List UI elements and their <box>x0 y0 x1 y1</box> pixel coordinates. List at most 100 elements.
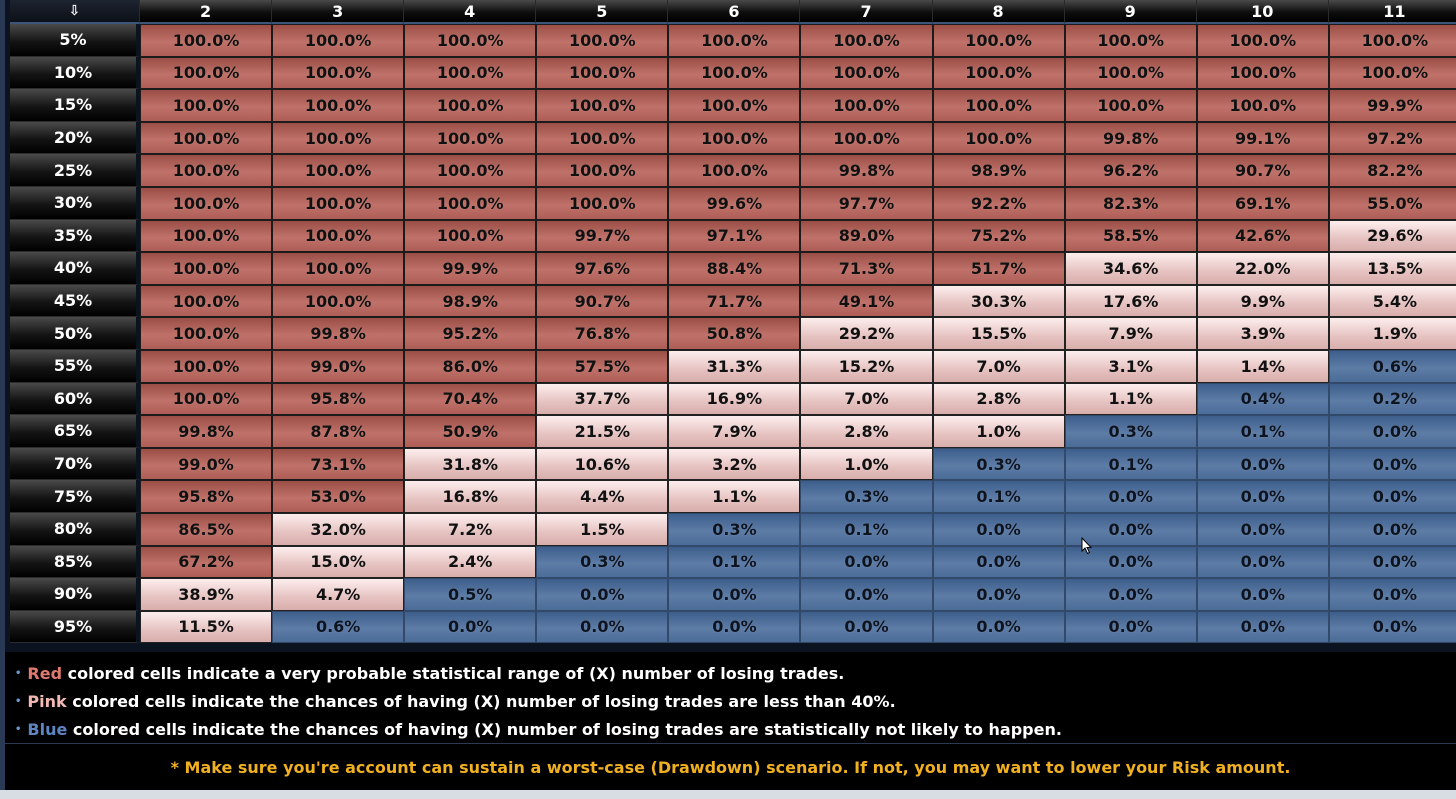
probability-cell: 100.0% <box>272 186 405 220</box>
probability-cell: 2.4% <box>404 545 537 579</box>
probability-cell: 0.0% <box>536 610 669 644</box>
probability-cell: 13.5% <box>1328 252 1456 285</box>
probability-cell: 100.0% <box>1328 24 1456 57</box>
probability-cell: 100.0% <box>1328 56 1456 90</box>
probability-cell: 99.9% <box>404 252 537 285</box>
probability-cell: 97.2% <box>1328 121 1456 155</box>
probability-cell: 16.9% <box>668 382 801 416</box>
probability-cell: 97.6% <box>536 252 669 285</box>
probability-cell: 1.0% <box>932 415 1065 448</box>
probability-cell: 100.0% <box>404 56 537 90</box>
probability-cell: 100.0% <box>800 121 933 155</box>
probability-cell: 22.0% <box>1196 252 1329 285</box>
probability-cell: 100.0% <box>1196 24 1329 57</box>
probability-cell: 0.0% <box>932 545 1065 579</box>
legend-blue-text: colored cells indicate the chances of ha… <box>67 720 1062 739</box>
probability-cell: 99.8% <box>800 154 933 187</box>
probability-cell: 100.0% <box>404 89 537 122</box>
probability-cell: 0.0% <box>1196 447 1329 481</box>
bullet-icon: • <box>15 696 22 707</box>
row-header: 60% <box>10 382 140 416</box>
probability-cell: 7.0% <box>932 349 1065 383</box>
probability-cell: 70.4% <box>404 382 537 416</box>
probability-cell: 99.1% <box>1196 121 1329 155</box>
probability-cell: 50.9% <box>404 415 537 448</box>
probability-cell: 32.0% <box>272 512 405 546</box>
probability-cell: 100.0% <box>140 56 273 90</box>
probability-cell: 0.0% <box>800 578 933 611</box>
probability-cell: 100.0% <box>404 24 537 57</box>
column-header: 8 <box>932 0 1065 24</box>
row-header: 95% <box>10 610 140 644</box>
probability-cell: 75.2% <box>932 219 1065 253</box>
probability-cell: 0.0% <box>932 578 1065 611</box>
probability-cell: 2.8% <box>800 415 933 448</box>
probability-cell: 0.0% <box>1064 512 1197 546</box>
probability-cell: 0.0% <box>932 512 1065 546</box>
column-header: 6 <box>668 0 801 24</box>
probability-cell: 100.0% <box>272 89 405 122</box>
probability-cell: 0.0% <box>1328 447 1456 481</box>
probability-cell: 0.1% <box>668 545 801 579</box>
probability-cell: 100.0% <box>140 382 273 416</box>
probability-cell: 4.4% <box>536 480 669 513</box>
probability-cell: 0.0% <box>1064 480 1197 513</box>
probability-cell: 100.0% <box>404 186 537 220</box>
probability-cell: 29.2% <box>800 317 933 350</box>
probability-cell: 1.1% <box>1064 382 1197 416</box>
probability-cell: 51.7% <box>932 252 1065 285</box>
row-header: 50% <box>10 317 140 350</box>
probability-cell: 86.0% <box>404 349 537 383</box>
probability-cell: 90.7% <box>1196 154 1329 187</box>
legend-red-text: colored cells indicate a very probable s… <box>62 664 845 683</box>
row-header: 75% <box>10 480 140 513</box>
probability-cell: 1.9% <box>1328 317 1456 350</box>
probability-cell: 69.1% <box>1196 186 1329 220</box>
probability-cell: 10.6% <box>536 447 669 481</box>
row-header: 15% <box>10 89 140 122</box>
probability-cell: 97.1% <box>668 219 801 253</box>
probability-cell: 100.0% <box>272 24 405 57</box>
legend-pink: • Pink colored cells indicate the chance… <box>15 692 896 711</box>
probability-cell: 53.0% <box>272 480 405 513</box>
probability-cell: 1.1% <box>668 480 801 513</box>
probability-cell: 90.7% <box>536 284 669 318</box>
probability-cell: 100.0% <box>272 154 405 187</box>
probability-cell: 1.4% <box>1196 349 1329 383</box>
probability-cell: 100.0% <box>932 121 1065 155</box>
column-header: 4 <box>404 0 537 24</box>
probability-cell: 1.5% <box>536 512 669 546</box>
row-header: 25% <box>10 154 140 187</box>
probability-cell: 0.0% <box>1196 512 1329 546</box>
probability-cell: 100.0% <box>536 24 669 57</box>
probability-cell: 95.8% <box>140 480 273 513</box>
probability-cell: 0.0% <box>1196 545 1329 579</box>
probability-cell: 16.8% <box>404 480 537 513</box>
probability-cell: 100.0% <box>140 89 273 122</box>
probability-cell: 95.8% <box>272 382 405 416</box>
probability-cell: 11.5% <box>140 610 273 644</box>
row-header: 40% <box>10 252 140 285</box>
bottom-strip <box>0 790 1456 799</box>
probability-cell: 92.2% <box>932 186 1065 220</box>
probability-cell: 87.8% <box>272 415 405 448</box>
probability-cell: 0.0% <box>668 610 801 644</box>
probability-cell: 0.0% <box>1328 610 1456 644</box>
probability-cell: 100.0% <box>1064 24 1197 57</box>
column-header: 11 <box>1328 0 1456 24</box>
row-header: 45% <box>10 284 140 318</box>
probability-cell: 99.8% <box>140 415 273 448</box>
probability-cell: 38.9% <box>140 578 273 611</box>
column-header: 10 <box>1196 0 1329 24</box>
probability-cell: 1.0% <box>800 447 933 481</box>
probability-cell: 30.3% <box>932 284 1065 318</box>
probability-cell: 100.0% <box>668 56 801 90</box>
probability-cell: 100.0% <box>536 89 669 122</box>
row-header: 85% <box>10 545 140 579</box>
probability-cell: 100.0% <box>536 186 669 220</box>
row-header: 35% <box>10 219 140 253</box>
losing-streak-table: ⇩ 2 3 4 5 6 7 8 9 10 11 5% 100.0% 100.0% 100.0% 100.0% 1… <box>0 0 1456 652</box>
bullet-icon: • <box>15 668 22 679</box>
probability-cell: 31.3% <box>668 349 801 383</box>
probability-cell: 0.3% <box>800 480 933 513</box>
